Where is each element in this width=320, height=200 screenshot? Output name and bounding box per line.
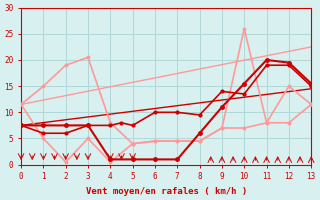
X-axis label: Vent moyen/en rafales ( km/h ): Vent moyen/en rafales ( km/h ) — [85, 187, 247, 196]
